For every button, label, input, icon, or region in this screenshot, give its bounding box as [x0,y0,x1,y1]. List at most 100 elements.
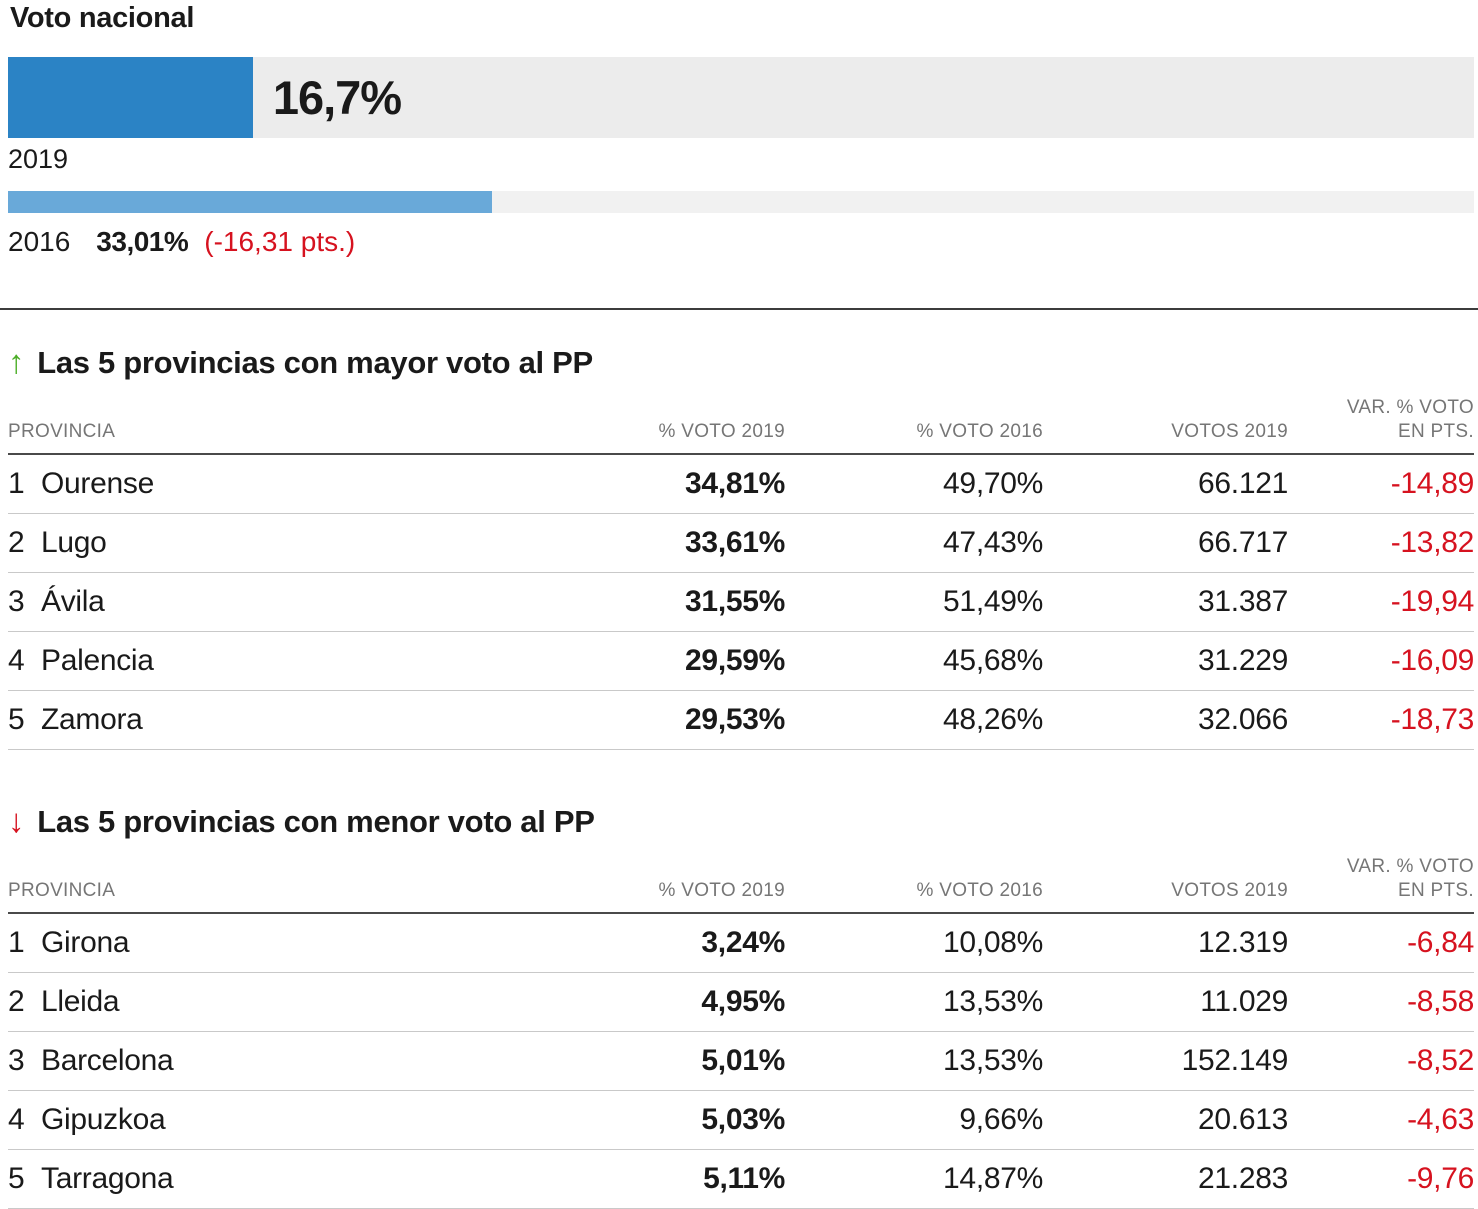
pct-2019-value: 34,81% [685,467,785,500]
pct-2019-value: 33,61% [685,526,785,559]
bar-fill-2019 [8,57,253,138]
table-row: 4 Gipuzkoa 5,03% 9,66% 20.613 -4,63 [8,1091,1474,1150]
col-voto-2019: % VOTO 2019 [658,880,785,901]
province-cell: 2 Lleida [8,985,535,1019]
section-divider [0,308,1478,310]
pct-2016-value: 48,26% [943,703,1043,736]
pct-2016-value: 49,70% [943,467,1043,500]
col-var-pts-line1: VAR. % VOTO [1346,856,1474,877]
national-vote-section: Voto nacional 16,7% 2019 2016 33,01% (-1… [8,2,1474,258]
page-title: Voto nacional [10,2,195,34]
bar-fill-2016 [8,191,492,213]
var-pts-value: -14,89 [1390,467,1475,500]
table-row: 1 Ourense 34,81% 49,70% 66.121 -14,89 [8,455,1474,514]
pct-2016-value: 51,49% [943,585,1043,618]
table-row: 1 Girona 3,24% 10,08% 12.319 -6,84 [8,914,1474,973]
votes-2019-value: 11.029 [1200,985,1288,1018]
col-votos-2019: VOTOS 2019 [1171,421,1288,442]
bar-year-2019: 2019 [8,144,69,174]
province-cell: 1 Girona [8,926,535,960]
col-var-pts: VAR. % VOTO EN PTS. [1288,396,1474,444]
pct-2016-value: 9,66% [959,1103,1043,1136]
bottom-provinces-section: ↓ Las 5 provincias con menor voto al PP … [8,802,1474,1209]
table-row: 3 Barcelona 5,01% 13,53% 152.149 -8,52 [8,1032,1474,1091]
var-pts-value: -9,76 [1407,1162,1474,1195]
votes-2019-value: 32.066 [1198,703,1288,736]
province-cell: 5 Zamora [8,703,535,737]
bar-track-2019: 16,7% [8,57,1474,138]
province-name: Gipuzkoa [41,1103,166,1136]
var-pts-value: -8,58 [1407,985,1474,1018]
province-name: Zamora [41,703,143,736]
pct-2016-value: 14,87% [943,1162,1043,1195]
votes-2019-value: 21.283 [1198,1162,1288,1195]
pct-2016-value: 13,53% [943,1044,1043,1077]
arrow-up-icon: ↑ [8,343,25,380]
table-row: 4 Palencia 29,59% 45,68% 31.229 -16,09 [8,632,1474,691]
rank-label: 3 [8,1044,25,1077]
bar-year-2016: 2016 [8,226,71,257]
rank-label: 4 [8,644,25,677]
rank-label: 4 [8,1103,25,1136]
col-voto-2016: % VOTO 2016 [916,880,1043,901]
table-header-row: PROVINCIA % VOTO 2019 % VOTO 2016 VOTOS … [8,396,1474,455]
province-name: Tarragona [41,1162,174,1195]
province-cell: 4 Gipuzkoa [8,1103,535,1137]
province-cell: 5 Tarragona [8,1162,535,1196]
pct-2016-value: 10,08% [943,926,1043,959]
pct-2016-value: 13,53% [943,985,1043,1018]
section-title-text: Las 5 provincias con mayor voto al PP [37,345,593,380]
pct-2019-value: 4,95% [701,985,785,1018]
var-pts-value: -13,82 [1390,526,1475,559]
table-row: 5 Tarragona 5,11% 14,87% 21.283 -9,76 [8,1150,1474,1209]
var-pts-value: -18,73 [1390,703,1475,736]
col-voto-2016: % VOTO 2016 [916,421,1043,442]
section-title-menor: ↓ Las 5 provincias con menor voto al PP [8,802,1474,841]
votes-2019-value: 31.387 [1198,585,1288,618]
table-row: 3 Ávila 31,55% 51,49% 31.387 -19,94 [8,573,1474,632]
pct-2019-value: 29,59% [685,644,785,677]
pct-2019-value: 5,03% [701,1103,785,1136]
table-header-row: PROVINCIA % VOTO 2019 % VOTO 2016 VOTOS … [8,855,1474,914]
col-votos-2019: VOTOS 2019 [1171,880,1288,901]
pct-2019-value: 5,11% [703,1162,785,1195]
province-cell: 3 Ávila [8,585,535,619]
pct-2016-value: 45,68% [943,644,1043,677]
province-cell: 2 Lugo [8,526,535,560]
var-pts-value: -16,09 [1390,644,1475,677]
col-voto-2019: % VOTO 2019 [658,421,785,442]
pct-2019-value: 29,53% [685,703,785,736]
var-pts-value: -6,84 [1407,926,1474,959]
votes-2019-value: 20.613 [1198,1103,1288,1136]
province-name: Lugo [41,526,107,559]
rank-label: 1 [8,467,25,500]
votes-2019-value: 66.717 [1198,526,1288,559]
rank-label: 5 [8,1162,25,1195]
rank-label: 1 [8,926,25,959]
pct-2019-value: 31,55% [685,585,785,618]
section-title-mayor: ↑ Las 5 provincias con mayor voto al PP [8,343,1474,382]
table-body-mayor: 1 Ourense 34,81% 49,70% 66.121 -14,89 2 Lugo 33,… [8,455,1474,750]
table-row: 2 Lugo 33,61% 47,43% 66.717 -13,82 [8,514,1474,573]
province-name: Ourense [41,467,154,500]
section-title-text: Las 5 provincias con menor voto al PP [37,804,595,839]
col-provincia: PROVINCIA [8,421,116,442]
table-row: 5 Zamora 29,53% 48,26% 32.066 -18,73 [8,691,1474,750]
bar-diff-2016: (-16,31 pts.) [204,226,356,257]
votes-2019-value: 31.229 [1198,644,1288,677]
votes-2019-value: 66.121 [1198,467,1288,500]
province-cell: 4 Palencia [8,644,535,678]
top-provinces-section: ↑ Las 5 provincias con mayor voto al PP … [8,343,1474,750]
province-name: Palencia [41,644,154,677]
var-pts-value: -8,52 [1407,1044,1474,1077]
rank-label: 2 [8,526,25,559]
rank-label: 5 [8,703,25,736]
votes-2019-value: 152.149 [1181,1044,1289,1077]
province-name: Girona [41,926,130,959]
pct-2019-value: 3,24% [701,926,785,959]
bar-value-2016: 33,01% [96,226,189,257]
table-row: 2 Lleida 4,95% 13,53% 11.029 -8,58 [8,973,1474,1032]
province-name: Ávila [41,585,105,618]
var-pts-value: -4,63 [1407,1103,1474,1136]
